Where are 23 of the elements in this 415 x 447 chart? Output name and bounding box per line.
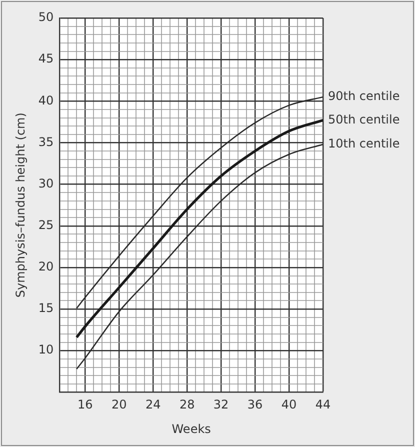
line-series bbox=[75, 118, 323, 339]
x-tick-label: 32 bbox=[213, 398, 229, 412]
x-axis-title: Weeks bbox=[172, 422, 211, 436]
x-tick-label: 16 bbox=[78, 398, 93, 412]
series-label: 10th centile bbox=[328, 136, 400, 151]
y-tick-label: 25 bbox=[38, 218, 54, 232]
y-tick-label: 20 bbox=[38, 260, 54, 274]
y-axis-title: Symphysis–fundus height (cm) bbox=[13, 112, 28, 298]
y-tick-label: 15 bbox=[38, 301, 54, 316]
x-tick-label: 28 bbox=[179, 398, 195, 412]
y-tick-label: 45 bbox=[38, 52, 54, 66]
x-tick-label: 36 bbox=[247, 398, 263, 412]
series-label: 50th centile bbox=[328, 112, 400, 126]
x-tick-label: 40 bbox=[281, 398, 297, 412]
y-tick-label: 35 bbox=[38, 134, 54, 149]
series-label: 90th centile bbox=[328, 89, 400, 104]
y-tick-label: 10 bbox=[38, 342, 54, 357]
y-tick-label: 30 bbox=[38, 176, 54, 190]
x-tick-label: 24 bbox=[145, 398, 161, 412]
y-tick-label: 40 bbox=[38, 93, 54, 108]
y-tick-label: 50 bbox=[38, 10, 54, 24]
x-tick-label: 44 bbox=[315, 398, 331, 412]
x-tick-label: 20 bbox=[111, 398, 127, 412]
